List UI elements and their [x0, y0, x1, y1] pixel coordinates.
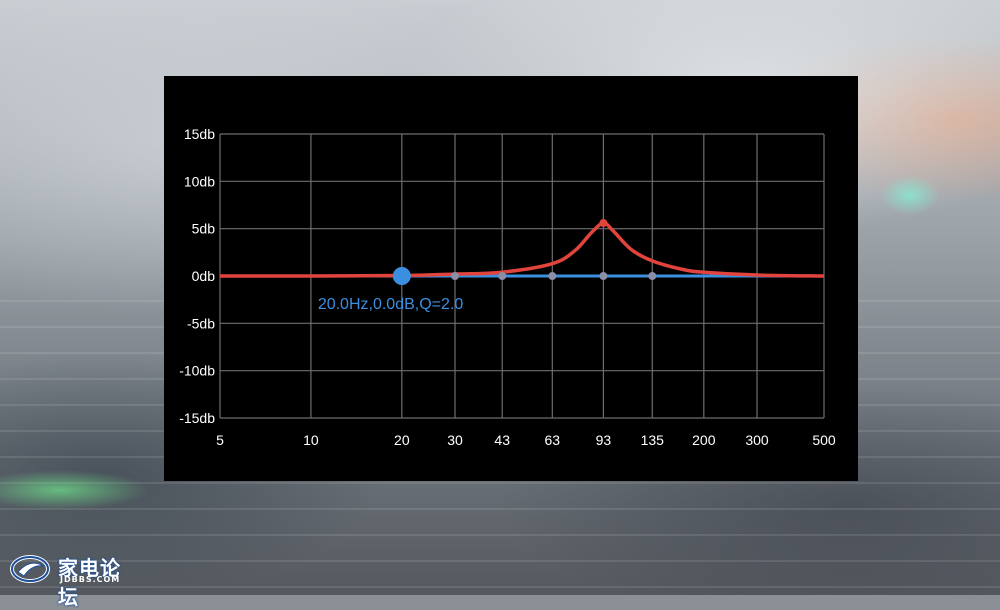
x-tick-label: 500 [812, 432, 836, 448]
x-tick-label: 5 [216, 432, 224, 448]
y-tick-labels: 15db 10db 5db 0db -5db -10db -15db [179, 126, 215, 426]
x-tick-label: 10 [303, 432, 319, 448]
site-watermark-logo: 家电论坛 JDBBS.COM [10, 552, 140, 609]
y-tick-label: 5db [192, 221, 216, 237]
control-points[interactable] [392, 218, 657, 285]
selected-control-point[interactable] [392, 267, 411, 285]
x-tick-labels: 5 10 20 30 43 63 93 135 200 300 500 [216, 432, 836, 448]
y-tick-label: 10db [184, 173, 215, 189]
y-tick-label: 0db [192, 268, 216, 284]
y-tick-label: -15db [179, 410, 215, 426]
y-tick-label: -10db [179, 363, 215, 379]
green-led-glow [0, 470, 150, 510]
x-tick-label: 135 [641, 432, 665, 448]
x-tick-label: 20 [394, 432, 410, 448]
control-point[interactable] [498, 272, 507, 280]
y-tick-label: 15db [184, 126, 215, 142]
logo-swirl-icon [10, 555, 50, 583]
x-tick-label: 200 [692, 432, 716, 448]
x-tick-label: 300 [745, 432, 769, 448]
x-tick-label: 93 [596, 432, 612, 448]
control-point[interactable] [451, 272, 460, 280]
control-point[interactable] [599, 272, 608, 280]
peak-point[interactable] [599, 218, 608, 227]
control-point[interactable] [548, 272, 557, 280]
eq-chart[interactable]: 15db 10db 5db 0db -5db -10db -15db 5 10 20 30 43 63… [164, 76, 858, 481]
y-tick-label: -5db [187, 315, 215, 331]
x-tick-label: 30 [447, 432, 463, 448]
x-tick-label: 43 [494, 432, 510, 448]
selected-point-readout: 20.0Hz,0.0dB,Q=2.0 [318, 296, 464, 313]
teal-led-glow [880, 175, 940, 215]
x-tick-label: 63 [545, 432, 561, 448]
control-point[interactable] [648, 272, 657, 280]
watermark-subtext: JDBBS.COM [60, 575, 121, 584]
eq-chart-panel: 15db 10db 5db 0db -5db -10db -15db 5 10 20 30 43 63… [164, 76, 858, 481]
